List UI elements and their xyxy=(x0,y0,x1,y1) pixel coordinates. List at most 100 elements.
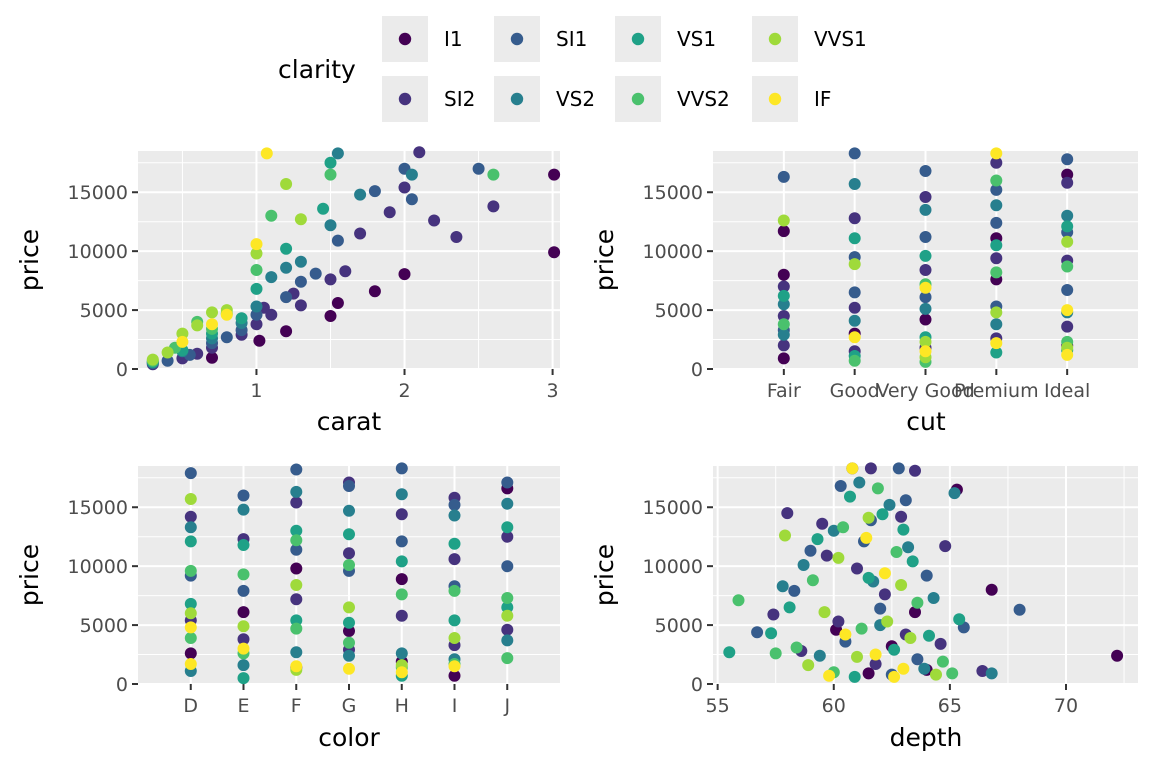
data-point xyxy=(501,560,514,573)
data-point xyxy=(902,541,915,554)
data-point xyxy=(501,521,514,534)
data-point xyxy=(811,533,824,546)
data-point xyxy=(405,168,418,181)
data-point xyxy=(976,665,989,677)
data-point xyxy=(237,620,250,633)
data-point xyxy=(237,633,250,646)
y-tick-label: 5000 xyxy=(655,300,703,322)
data-point xyxy=(290,463,303,476)
data-point xyxy=(206,351,218,364)
data-point xyxy=(343,504,355,517)
data-point xyxy=(280,178,293,190)
data-point xyxy=(184,607,197,620)
data-point xyxy=(939,540,952,553)
data-point xyxy=(395,609,408,622)
x-tick-label: I xyxy=(452,695,458,717)
data-point xyxy=(294,275,307,288)
data-point xyxy=(331,234,344,247)
legend-label: SI2 xyxy=(444,87,475,111)
legend-label: VS2 xyxy=(556,87,595,111)
data-point xyxy=(919,313,932,326)
data-point xyxy=(904,632,917,644)
data-point xyxy=(1061,304,1074,317)
data-point xyxy=(161,354,174,367)
data-point xyxy=(878,588,891,601)
data-point xyxy=(237,539,250,551)
data-point xyxy=(990,147,1003,160)
legend-label: IF xyxy=(814,87,831,111)
data-point xyxy=(253,334,266,347)
data-point xyxy=(237,489,250,502)
panel-background xyxy=(138,151,560,369)
data-point xyxy=(448,498,461,511)
data-point xyxy=(309,267,322,280)
x-tick-label: 65 xyxy=(938,695,962,717)
legend-item: VS1 xyxy=(615,16,716,62)
legend-marker xyxy=(510,32,524,46)
data-point xyxy=(290,534,303,547)
data-point xyxy=(184,658,197,670)
data-point xyxy=(1061,168,1074,181)
data-point xyxy=(395,555,408,568)
data-point xyxy=(934,637,947,650)
data-point xyxy=(184,535,197,548)
data-point xyxy=(265,271,278,284)
y-tick-label: 15000 xyxy=(68,182,128,204)
data-point xyxy=(919,335,932,348)
data-point xyxy=(848,301,861,314)
data-point xyxy=(395,535,408,548)
x-axis-title: color xyxy=(318,723,380,752)
panel-carat: 0 5000 10000 15000 1 2 3 carat price xyxy=(15,146,561,436)
data-point xyxy=(927,592,940,604)
data-point xyxy=(395,573,408,586)
x-tick-label: D xyxy=(183,695,198,717)
legend-label: VS1 xyxy=(677,27,716,51)
data-point xyxy=(911,596,924,609)
data-point xyxy=(783,601,796,614)
data-point xyxy=(848,331,861,344)
data-point xyxy=(220,308,233,321)
y-tick-label: 15000 xyxy=(643,497,703,519)
legend: clarity I1 SI2 SI1 VS2 VS1 VVS2 VVS1 IF xyxy=(278,16,867,122)
data-point xyxy=(777,352,790,365)
data-point xyxy=(985,583,998,596)
data-point xyxy=(184,493,197,505)
data-point xyxy=(206,318,218,331)
data-point xyxy=(777,328,790,341)
data-point xyxy=(892,462,905,475)
data-point xyxy=(751,626,764,639)
data-point xyxy=(280,242,293,255)
data-point xyxy=(290,543,303,556)
data-point xyxy=(290,622,303,635)
data-point xyxy=(804,544,817,557)
data-point xyxy=(732,594,745,607)
data-point xyxy=(848,286,861,299)
data-point xyxy=(990,239,1003,252)
data-point xyxy=(990,174,1003,187)
data-point xyxy=(985,667,998,680)
data-point xyxy=(354,227,367,240)
data-point xyxy=(290,562,303,575)
legend-marker xyxy=(510,92,524,106)
data-point xyxy=(920,569,933,582)
data-point xyxy=(919,291,932,304)
data-point xyxy=(237,642,250,655)
data-point xyxy=(790,641,803,654)
x-tick-label: 55 xyxy=(706,695,730,717)
data-point xyxy=(395,666,408,679)
data-point xyxy=(848,178,861,190)
y-tick-label: 10000 xyxy=(643,241,703,263)
data-point xyxy=(501,634,514,647)
data-point xyxy=(834,480,847,492)
data-point xyxy=(290,660,303,673)
data-point xyxy=(990,252,1003,265)
legend-item: I1 xyxy=(382,16,463,62)
data-point xyxy=(930,668,942,681)
data-point xyxy=(851,562,863,575)
data-point xyxy=(839,628,852,641)
data-point xyxy=(294,213,307,226)
data-point xyxy=(472,162,485,175)
data-point xyxy=(777,339,790,352)
data-point xyxy=(501,476,514,489)
